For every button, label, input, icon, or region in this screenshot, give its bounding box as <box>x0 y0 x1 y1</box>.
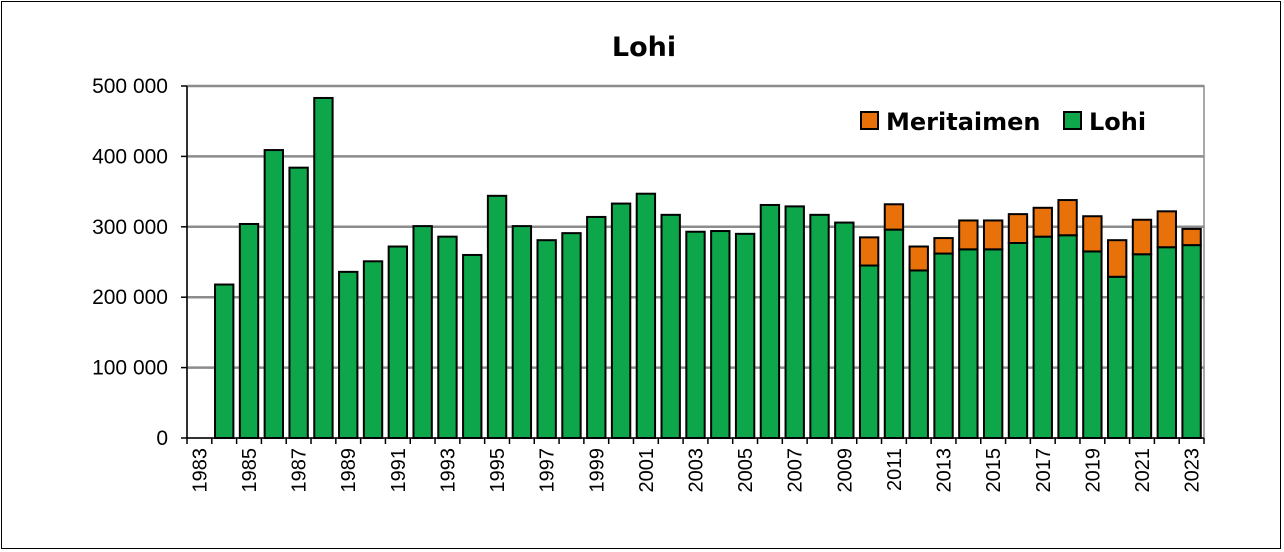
x-tick-label: 2009 <box>834 448 856 493</box>
legend-swatch-meritaimen <box>860 111 879 130</box>
bar-lohi-2001 <box>635 192 657 439</box>
bar-lohi-2005 <box>734 232 756 439</box>
bar-lohi-1997 <box>536 239 557 439</box>
chart-title: Lohi <box>612 32 676 63</box>
bar-lohi-2019 <box>1082 250 1103 439</box>
bar-lohi-2014 <box>958 248 979 439</box>
x-tick-label: 1983 <box>189 448 211 493</box>
bar-lohi-2012 <box>908 269 929 439</box>
bar-lohi-1984 <box>214 283 235 440</box>
x-tick-label: 1989 <box>338 448 360 493</box>
x-tick-label: 2003 <box>686 448 708 493</box>
bar-meritaimen-2017 <box>1032 206 1053 238</box>
bar-meritaimen-2021 <box>1131 218 1153 256</box>
x-tick-label: 2005 <box>735 448 757 493</box>
bar-meritaimen-2011 <box>883 203 905 231</box>
bar-lohi-1998 <box>561 232 582 439</box>
bar-lohi-2022 <box>1156 246 1177 439</box>
bar-lohi-2002 <box>660 213 681 439</box>
x-tick-label: 2015 <box>983 448 1005 493</box>
bar-lohi-2016 <box>1007 241 1029 439</box>
bar-lohi-2020 <box>1107 275 1128 439</box>
x-tick-label: 1991 <box>388 448 410 493</box>
bar-meritaimen-2015 <box>982 219 1004 251</box>
bar-lohi-2000 <box>610 202 632 439</box>
bar-lohi-1987 <box>288 166 309 439</box>
x-tick-label: 2023 <box>1182 448 1204 493</box>
x-tick-label: 2017 <box>1033 448 1055 493</box>
bar-meritaimen-2016 <box>1007 213 1029 244</box>
bar-lohi-1992 <box>412 225 433 439</box>
x-tick-label: 2001 <box>636 448 658 493</box>
x-tick-label: 2019 <box>1082 448 1104 493</box>
bar-lohi-1991 <box>387 245 409 439</box>
bar-lohi-2018 <box>1057 234 1078 439</box>
bar-lohi-2017 <box>1032 235 1053 439</box>
legend-label-lohi: Lohi <box>1089 108 1146 136</box>
bars <box>214 96 1202 440</box>
x-tick-label: 1995 <box>487 448 509 493</box>
bar-lohi-1995 <box>486 194 508 439</box>
x-tick-label: 1993 <box>437 448 459 493</box>
x-tick-label: 1999 <box>586 448 608 493</box>
bar-meritaimen-2012 <box>908 245 929 272</box>
bar-lohi-1986 <box>263 149 284 439</box>
bar-meritaimen-2019 <box>1082 215 1103 253</box>
bar-meritaimen-2014 <box>958 219 979 251</box>
bar-lohi-2023 <box>1181 244 1202 439</box>
x-tick-label: 2011 <box>884 448 906 491</box>
x-tick-label: 1985 <box>239 448 261 493</box>
y-tick-label: 400 000 <box>92 145 168 168</box>
bar-lohi-2004 <box>710 230 731 439</box>
x-tick-label: 2013 <box>934 448 956 493</box>
bar-lohi-1994 <box>462 253 483 439</box>
bar-lohi-2021 <box>1131 253 1153 439</box>
bar-meritaimen-2010 <box>858 236 880 267</box>
bar-lohi-2003 <box>685 230 706 439</box>
x-tick-label: 1987 <box>289 448 311 493</box>
bar-lohi-2010 <box>858 264 880 439</box>
bar-lohi-1996 <box>511 225 533 439</box>
bar-lohi-1999 <box>586 215 607 439</box>
y-tick-label: 500 000 <box>92 75 168 98</box>
y-tick-label: 300 000 <box>92 216 168 239</box>
bar-lohi-2009 <box>834 221 855 439</box>
bar-lohi-1988 <box>313 96 334 440</box>
x-tick-label: 2021 <box>1132 448 1154 493</box>
bar-lohi-2006 <box>759 203 781 439</box>
x-tick-label: 2007 <box>785 448 807 493</box>
x-tick-label: 1997 <box>537 448 559 493</box>
y-tick-label: 200 000 <box>92 286 168 309</box>
bar-lohi-2008 <box>809 213 830 439</box>
bar-lohi-1993 <box>437 235 458 439</box>
axes: 0 100 000 200 000 300 000 400 000 500 000 1983… <box>92 75 1205 493</box>
bar-meritaimen-2013 <box>933 237 954 255</box>
bar-lohi-2015 <box>982 248 1004 439</box>
bar-lohi-1990 <box>362 260 384 439</box>
bar-lohi-2013 <box>933 252 954 439</box>
bar-meritaimen-2020 <box>1107 239 1128 278</box>
bar-lohi-1985 <box>238 222 260 439</box>
y-tick-label: 100 000 <box>92 357 168 380</box>
bar-meritaimen-2018 <box>1057 199 1078 237</box>
legend-swatch-lohi <box>1063 111 1082 130</box>
legend-label-meritaimen: Meritaimen <box>886 108 1041 136</box>
bar-lohi-1989 <box>338 270 359 439</box>
bar-lohi-2007 <box>784 205 805 439</box>
bar-meritaimen-2023 <box>1181 227 1202 247</box>
legend: Meritaimen Lohi <box>860 108 1146 136</box>
bar-meritaimen-2022 <box>1156 210 1177 249</box>
y-tick-label: 0 <box>156 427 168 450</box>
bar-lohi-2011 <box>883 228 905 439</box>
